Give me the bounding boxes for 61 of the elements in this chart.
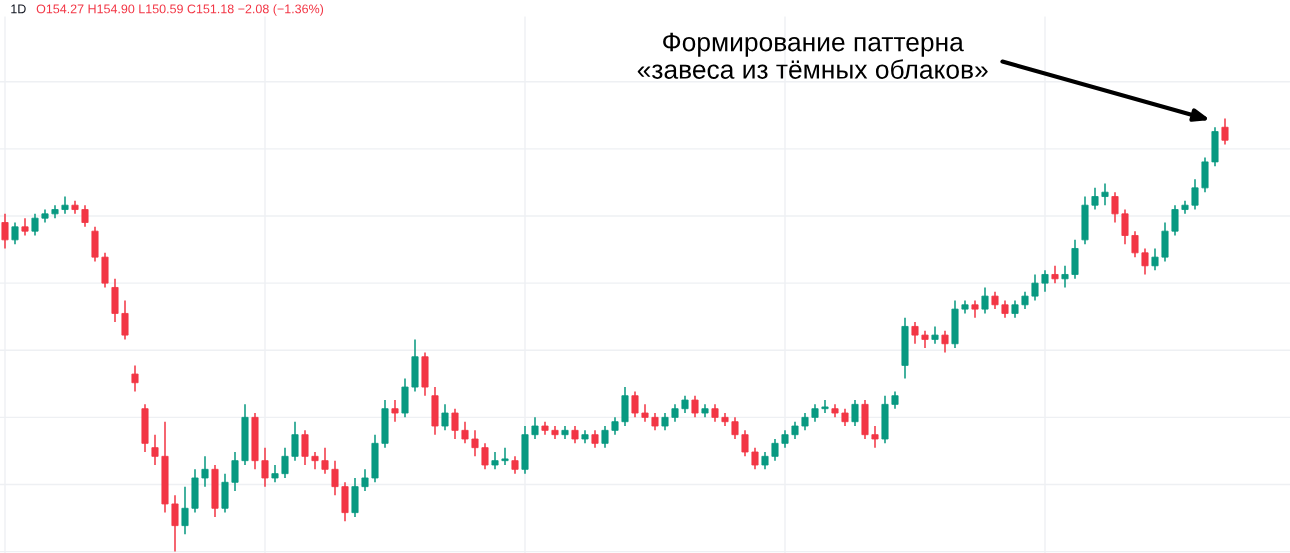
text: Формирование паттерна «завеса из тёмных облаков» [637,32,988,79]
candlestick [931,325,939,345]
candlestick [1221,117,1229,146]
candlestick [331,459,339,497]
candlestick [981,286,989,315]
candlestick [441,403,449,432]
candlestick [181,485,189,536]
candlestick [691,394,699,419]
candlestick [641,403,649,423]
candlestick [1121,208,1129,245]
candlestick [291,420,299,462]
candlestick [771,438,779,462]
candlestick [731,416,739,440]
candlestick [321,446,329,475]
candlestick [1151,247,1159,271]
candlestick [501,446,509,466]
candlestick [231,451,239,492]
candlestick [1051,265,1059,284]
candlestick [201,455,209,488]
candlestick [471,429,479,458]
text: 1D [11,4,26,14]
candlestick [131,364,139,393]
text: O154.27 H154.90 L150.59 C151.18 −2.08 (−1.36%) [36,4,324,16]
candlestick [481,442,489,471]
candlestick [1171,204,1179,237]
candlestick [871,425,879,449]
candlestick [631,390,639,419]
candlestick [461,420,469,445]
candlestick [281,446,289,479]
candlestick [361,468,369,492]
candlestick [171,494,179,553]
candlestick [751,446,759,471]
candlestick [971,299,979,319]
candlestick [741,429,749,458]
candlestick [601,425,609,449]
candlestick [1111,191,1119,224]
candlestick [121,299,129,341]
candlestick [451,407,459,440]
candlestick [1061,265,1069,289]
candlestick [311,451,319,471]
candlestick [11,221,19,245]
candlestick [851,399,859,427]
candlestick [151,433,159,466]
candlestick [531,416,539,440]
candlestick [31,213,39,237]
candlestick [1,213,9,250]
candlestick [391,399,399,423]
candlestick [911,321,919,345]
candlestick [301,429,309,466]
candlestick [81,204,89,228]
candlestick [261,446,269,488]
candlestick [1031,273,1039,302]
candlestick [1131,230,1139,258]
candlestick [821,399,829,414]
candlestick [1041,269,1049,293]
candlestick [941,329,949,354]
candlestick [1091,187,1099,211]
candlestick [1101,182,1109,206]
candlestick [1191,178,1199,211]
candlestick [1141,247,1149,276]
candlestick [61,195,69,215]
